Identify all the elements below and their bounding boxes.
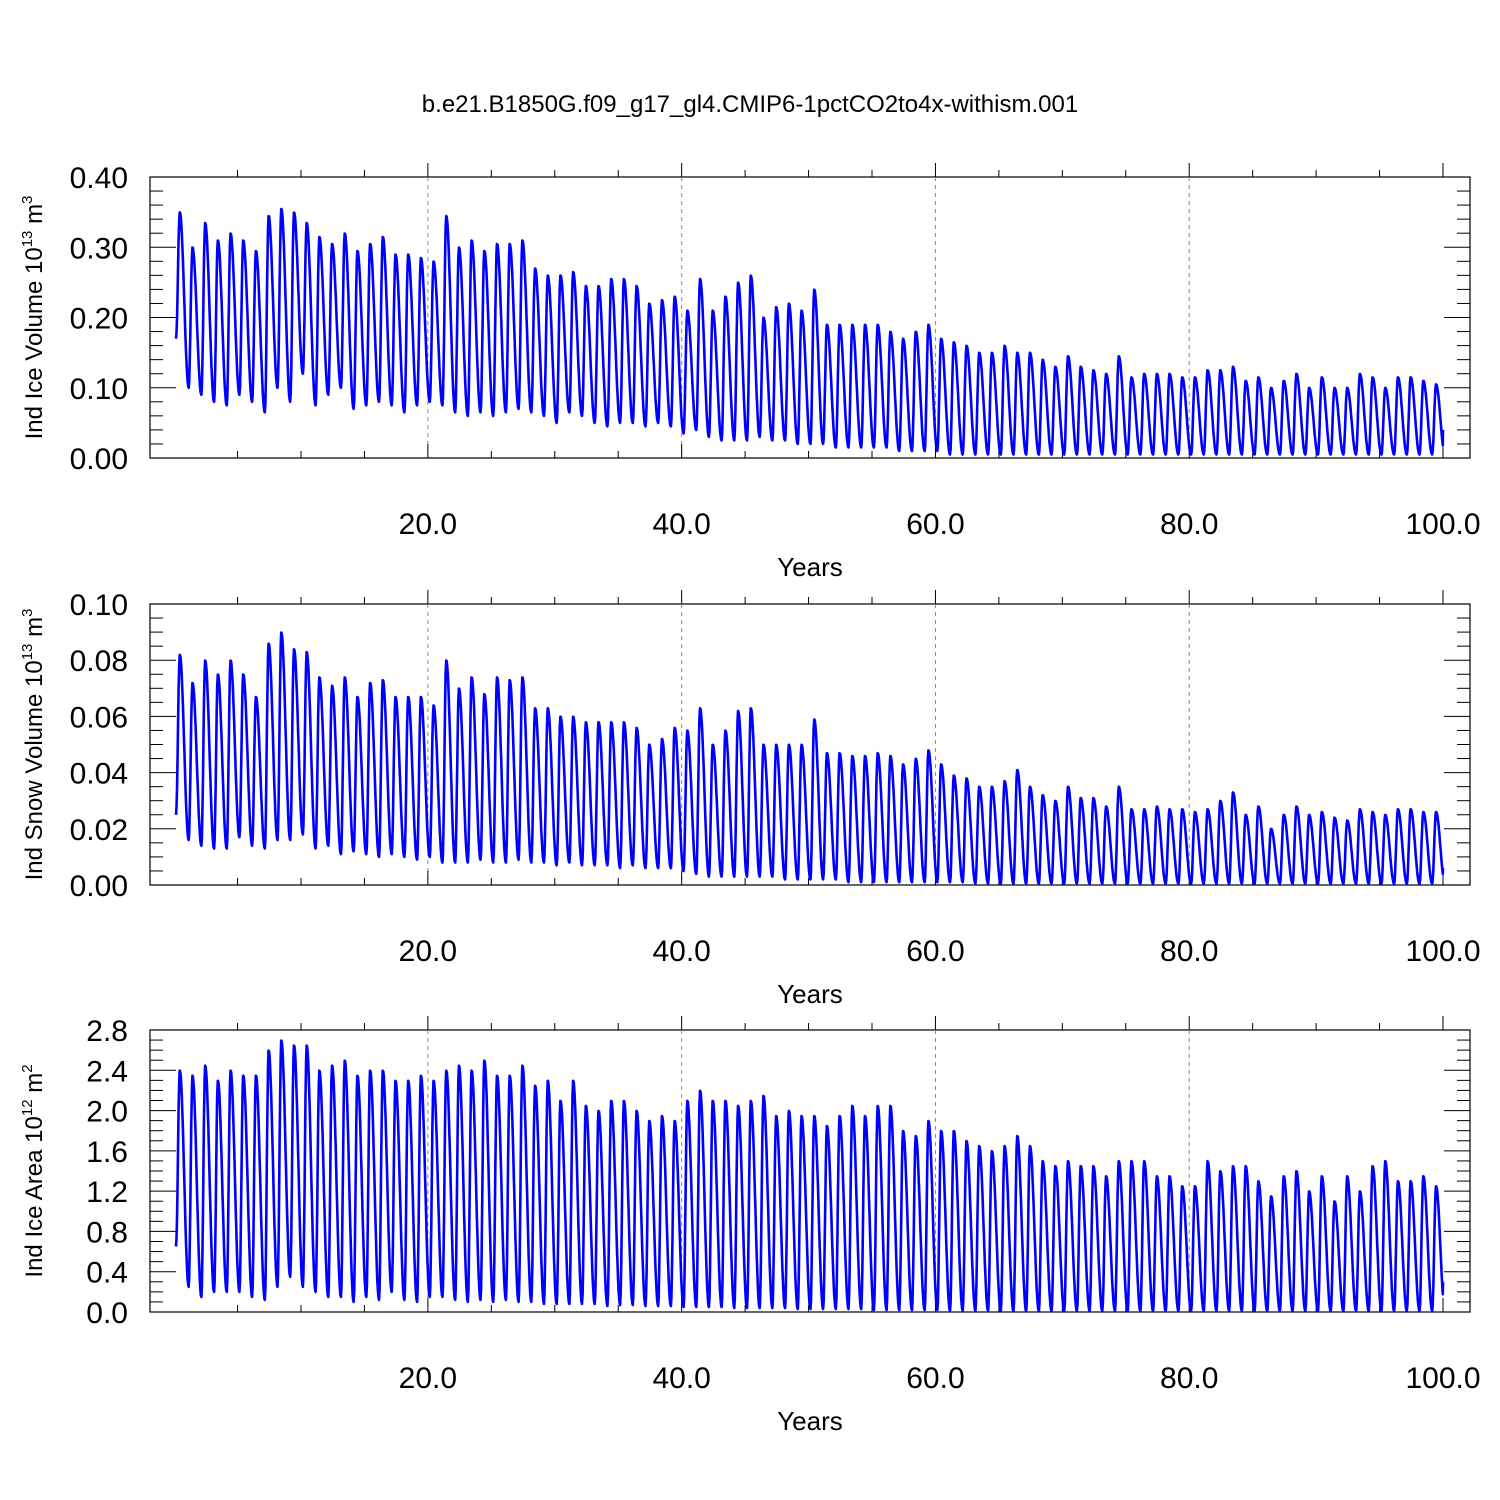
y-tick-label: 0.8 bbox=[86, 1216, 128, 1249]
y-tick-label: 0.30 bbox=[70, 232, 128, 265]
x-tick-label: 40.0 bbox=[652, 935, 710, 968]
y-tick-label: 0.10 bbox=[70, 373, 128, 406]
y-tick-label: 0.00 bbox=[70, 870, 128, 903]
x-tick-label: 20.0 bbox=[399, 1362, 457, 1395]
y-tick-label: 0.06 bbox=[70, 701, 128, 734]
y-tick-label: 2.8 bbox=[86, 1015, 128, 1048]
y-tick-label: 2.4 bbox=[86, 1055, 128, 1088]
y-tick-label: 0.00 bbox=[70, 443, 128, 476]
x-axis-label: Years bbox=[777, 979, 843, 1009]
x-tick-label: 100.0 bbox=[1405, 508, 1480, 541]
panel-1: 20.0 40.0 60.0 80.0 100.0 Years 0.00 0.10 0.20 0.… bbox=[19, 162, 1481, 582]
x-tick-label: 20.0 bbox=[399, 508, 457, 541]
x-tick-label: 20.0 bbox=[399, 935, 457, 968]
y-axis-label: Ind Ice Volume 1013 m3 bbox=[19, 196, 48, 440]
y-tick-label: 1.2 bbox=[86, 1176, 128, 1209]
x-axis-label: Years bbox=[777, 1406, 843, 1436]
x-tick-label: 80.0 bbox=[1160, 508, 1218, 541]
y-tick-label: 0.4 bbox=[86, 1257, 128, 1290]
x-tick-label: 100.0 bbox=[1405, 935, 1480, 968]
y-tick-label: 0.40 bbox=[70, 162, 128, 195]
y-tick-label: 2.0 bbox=[86, 1096, 128, 1129]
y-tick-label: 0.0 bbox=[86, 1297, 128, 1330]
y-axis-label: Ind Ice Area 1012 m2 bbox=[19, 1064, 48, 1277]
series-line bbox=[174, 631, 1445, 885]
y-tick-label: 0.10 bbox=[70, 589, 128, 622]
y-tick-label: 1.6 bbox=[86, 1136, 128, 1169]
x-tick-label: 80.0 bbox=[1160, 1362, 1218, 1395]
y-tick-label: 0.08 bbox=[70, 645, 128, 678]
x-tick-label: 80.0 bbox=[1160, 935, 1218, 968]
panels: 20.0 40.0 60.0 80.0 100.0 Years 0.00 0.10 0.20 0.… bbox=[19, 162, 1481, 1436]
x-tick-label: 40.0 bbox=[652, 1362, 710, 1395]
y-tick-label: 0.04 bbox=[70, 758, 128, 791]
y-axis-label: Ind Snow Volume 1013 m3 bbox=[19, 609, 48, 881]
panel-2: 20.0 40.0 60.0 80.0 100.0 Years 0.00 0.02 0.04 0.… bbox=[19, 589, 1481, 1009]
x-tick-label: 60.0 bbox=[906, 1362, 964, 1395]
panel-3: 20.0 40.0 60.0 80.0 100.0 Years 0.0 0.4 0.8 1.2 1.… bbox=[19, 1015, 1481, 1436]
x-tick-label: 60.0 bbox=[906, 508, 964, 541]
series-line bbox=[174, 1039, 1445, 1313]
x-tick-label: 40.0 bbox=[652, 508, 710, 541]
x-axis-label: Years bbox=[777, 552, 843, 582]
chart-title: b.e21.B1850G.f09_g17_gl4.CMIP6-1pctCO2to… bbox=[422, 91, 1078, 118]
x-tick-label: 100.0 bbox=[1405, 1362, 1480, 1395]
y-tick-label: 0.20 bbox=[70, 303, 128, 336]
y-tick-label: 0.02 bbox=[70, 814, 128, 847]
series-line bbox=[174, 207, 1445, 456]
x-tick-label: 60.0 bbox=[906, 935, 964, 968]
